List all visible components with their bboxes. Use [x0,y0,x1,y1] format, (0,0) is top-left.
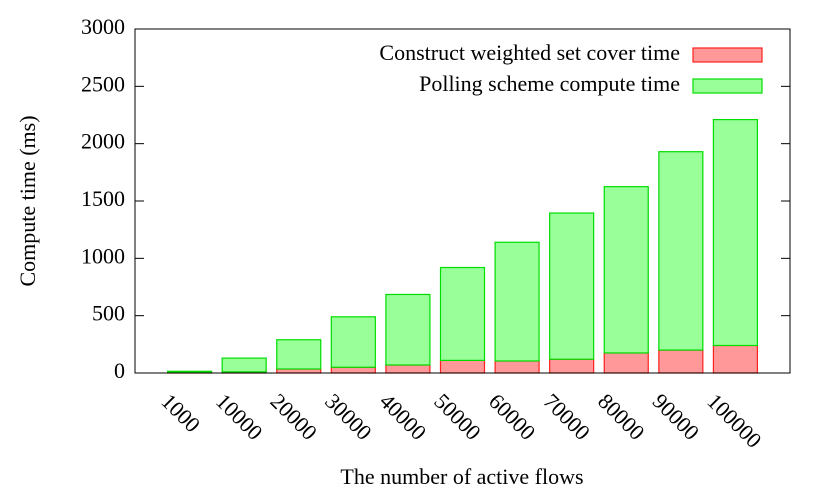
x-tick-label: 90000 [648,388,705,445]
bar-segment [439,359,486,374]
bar-segment [494,360,540,374]
y-tick-label: 2500 [81,71,125,96]
bar-segment [385,293,431,366]
bar-segment [712,118,759,347]
y-axis-label: Compute time (ms) [15,115,40,286]
bar-segment [221,357,267,373]
legend-swatch [692,47,763,63]
x-tick-label: 1000 [156,388,205,437]
x-tick-label: 100000 [702,388,766,452]
bar-segment [549,212,595,360]
bar-segment [658,151,704,351]
y-tick-label: 3000 [81,14,125,39]
bar-segment [276,368,322,374]
bar-segment [603,186,649,354]
bar-segment [439,266,486,361]
x-tick-label: 70000 [539,388,596,445]
y-tick-label: 1000 [81,243,125,268]
legend-label: Construct weighted set cover time [379,40,680,65]
x-tick-label: 10000 [211,388,268,445]
bar-segment [330,316,376,368]
legend-label: Polling scheme compute time [419,71,680,96]
x-tick-label: 50000 [429,388,486,445]
bar-segment [494,241,540,362]
plot-frame [134,28,791,374]
x-tick-label: 30000 [320,388,377,445]
x-tick-label: 40000 [375,388,432,445]
x-tick-label: 60000 [484,388,541,445]
bar-segment [330,366,376,374]
bar-segment [276,339,322,370]
bar-segment [166,370,213,374]
x-axis-label: The number of active flows [340,464,583,489]
x-tick-label: 20000 [266,388,323,445]
bar-segment [712,344,759,374]
bar-segment [385,364,431,374]
x-tick-label: 80000 [593,388,650,445]
bar-segment [603,352,649,374]
bar-segment [658,349,704,374]
y-tick-label: 500 [92,301,125,326]
y-tick-label: 1500 [81,186,125,211]
legend-swatch [692,78,763,94]
y-tick-label: 2000 [81,129,125,154]
y-tick-label: 0 [114,358,125,383]
bar-segment [549,358,595,374]
